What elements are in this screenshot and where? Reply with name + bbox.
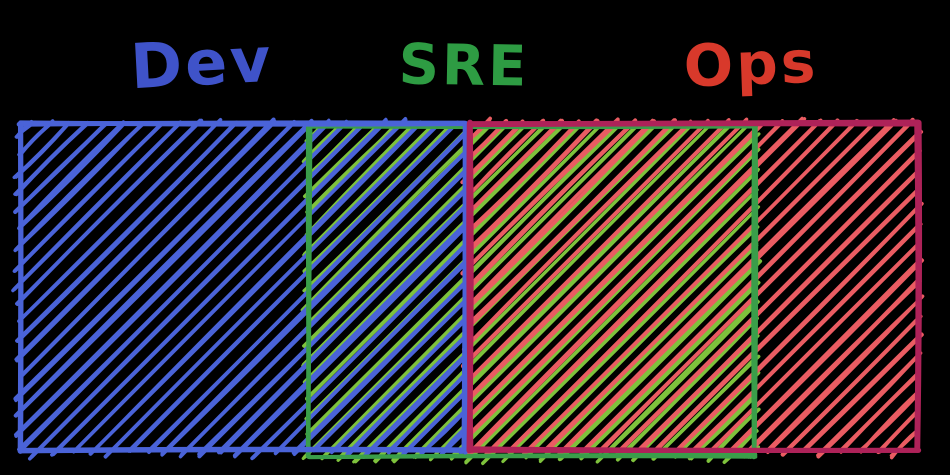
set-label-sre: SRE — [398, 32, 530, 100]
hatch-dev — [11, 117, 472, 461]
border-ops — [466, 119, 923, 454]
set-label-dev: Dev — [128, 22, 276, 104]
hatch-ops — [460, 116, 925, 460]
set-label-ops: Ops — [682, 27, 820, 101]
border-dev — [16, 120, 469, 455]
